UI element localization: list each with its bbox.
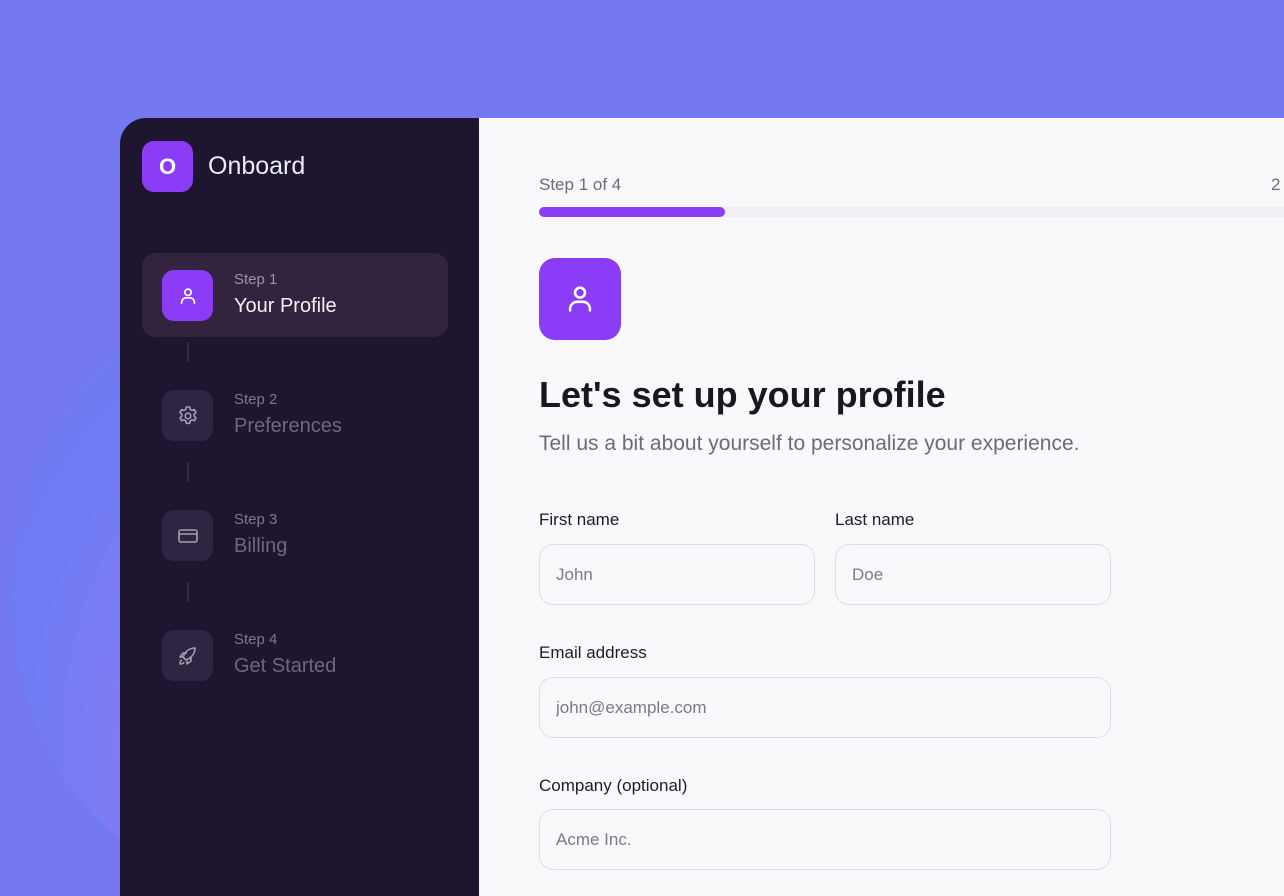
page-title: Let's set up your profile	[539, 374, 946, 415]
user-icon	[162, 270, 213, 321]
onboarding-window: O Onboard Step 1 Your Profile Step 2 Pre…	[120, 118, 1284, 896]
step-title: Preferences	[234, 415, 342, 437]
sidebar: O Onboard Step 1 Your Profile Step 2 Pre…	[120, 118, 479, 896]
first-name-input[interactable]	[539, 544, 815, 605]
step-connector	[187, 462, 189, 482]
gear-icon	[162, 390, 213, 441]
progress-percent: 2	[1271, 175, 1281, 194]
sidebar-step-your-profile[interactable]: Step 1 Your Profile	[142, 253, 448, 337]
step-connector	[187, 342, 189, 362]
step-label: Step 1	[234, 271, 278, 288]
page-subtitle: Tell us a bit about yourself to personal…	[539, 432, 1080, 455]
progress-bar	[539, 207, 1284, 217]
step-label: Step 3	[234, 511, 278, 528]
last-name-label: Last name	[835, 510, 915, 529]
step-title: Your Profile	[234, 295, 337, 317]
main-content: Step 1 of 4 2 Let's set up your profile …	[479, 118, 1284, 896]
progress-fill	[539, 207, 726, 217]
sidebar-step-preferences[interactable]: Step 2 Preferences	[142, 373, 448, 457]
last-name-input[interactable]	[835, 544, 1111, 605]
first-name-label: First name	[539, 510, 620, 529]
step-title: Get Started	[234, 655, 337, 677]
company-label: Company (optional)	[539, 776, 688, 795]
step-connector	[187, 582, 189, 602]
credit-card-icon	[162, 510, 213, 561]
sidebar-step-get-started[interactable]: Step 4 Get Started	[142, 613, 448, 697]
rocket-icon	[162, 630, 213, 681]
sidebar-step-billing[interactable]: Step 3 Billing	[142, 493, 448, 577]
email-label: Email address	[539, 643, 647, 662]
company-input[interactable]	[539, 809, 1111, 870]
user-icon	[539, 258, 621, 340]
progress-label: Step 1 of 4	[539, 175, 622, 194]
brand-name: Onboard	[208, 152, 306, 180]
step-label: Step 2	[234, 391, 278, 408]
step-label: Step 4	[234, 631, 278, 648]
step-title: Billing	[234, 535, 288, 557]
email-input[interactable]	[539, 677, 1111, 738]
logo: O	[142, 141, 193, 192]
